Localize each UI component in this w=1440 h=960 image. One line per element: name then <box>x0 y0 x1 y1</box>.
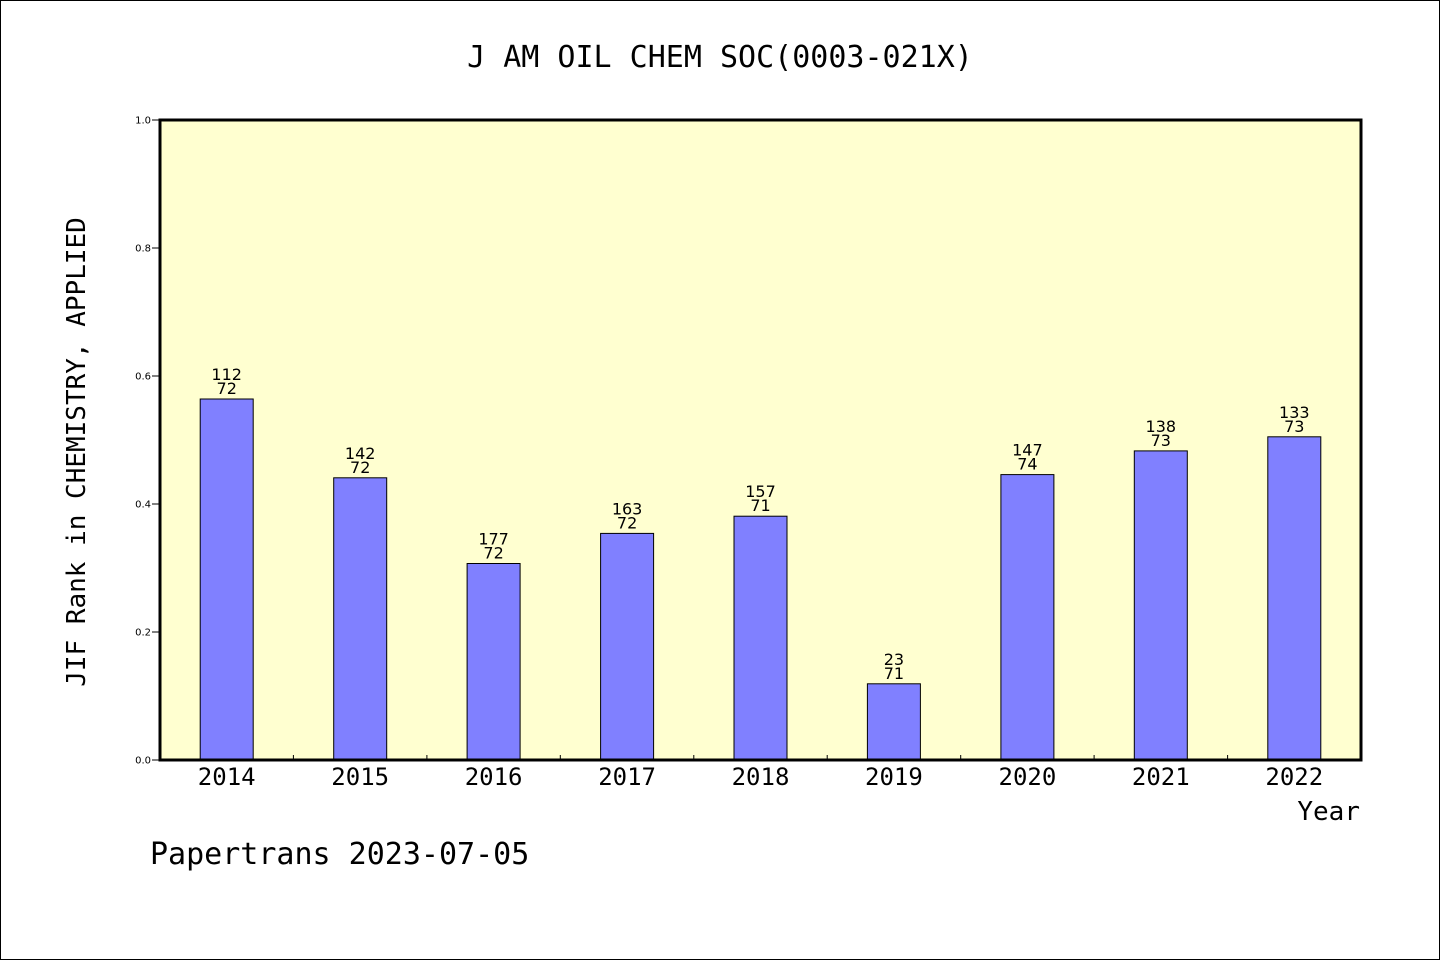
y-tick-label: 0.6 <box>135 372 151 383</box>
x-tick-label-2014: 2014 <box>198 763 256 791</box>
bar-label-rank-2014: 112 <box>211 365 242 384</box>
x-tick-label-2017: 2017 <box>598 763 656 791</box>
bar-2019 <box>866 683 921 761</box>
bar-label-rank-2021: 138 <box>1146 417 1177 436</box>
y-tick-label: 1.0 <box>135 116 151 127</box>
x-tick-label-2020: 2020 <box>999 763 1057 791</box>
bar-label-rank-2016: 177 <box>478 530 509 549</box>
bar-label-total-2017: 72 <box>617 513 637 532</box>
bar-label-total-2015: 72 <box>350 458 370 477</box>
x-tick-label-2016: 2016 <box>465 763 523 791</box>
bar-label-rank-2015: 142 <box>345 444 376 463</box>
bar-label-rank-2020: 147 <box>1012 441 1043 460</box>
x-tick-label-2019: 2019 <box>865 763 923 791</box>
bars <box>199 398 1322 761</box>
bar-label-total-2019: 71 <box>884 664 904 683</box>
bar-labels: 1127214272177721637215771237114774138731… <box>211 365 1309 683</box>
bar-label-total-2016: 72 <box>483 544 503 563</box>
y-axis: 0.0 0.2 0.4 0.6 0.8 1.0 <box>135 116 160 767</box>
bar-2016 <box>466 563 521 761</box>
bar-2017 <box>600 532 655 761</box>
bar-label-total-2014: 72 <box>217 379 237 398</box>
x-axis: 2014 2015 2016 2017 2018 2019 2020 2021 2022 <box>198 755 1323 791</box>
y-axis-label: JIF Rank in CHEMISTRY, APPLIED <box>62 217 92 687</box>
bar-2015 <box>333 477 388 761</box>
bar-label-rank-2019: 23 <box>884 650 904 669</box>
bar-label-rank-2017: 163 <box>612 499 643 518</box>
plot-border <box>158 118 1363 762</box>
bar-2020 <box>1000 474 1055 761</box>
y-tick-label: 0.2 <box>135 628 151 639</box>
bar-label-total-2018: 71 <box>750 496 770 515</box>
x-tick-label-2021: 2021 <box>1132 763 1190 791</box>
bar-label-rank-2022: 133 <box>1279 403 1310 422</box>
footer-text: Papertrans 2023-07-05 <box>150 837 529 872</box>
y-tick-label: 0.0 <box>135 756 151 767</box>
y-tick-label: 0.4 <box>135 500 151 511</box>
bar-2018 <box>733 515 788 761</box>
bar-label-rank-2018: 157 <box>745 482 776 501</box>
bar-2014 <box>199 398 254 761</box>
bar-2021 <box>1133 450 1188 761</box>
bar-2022 <box>1267 436 1322 761</box>
bar-label-total-2021: 73 <box>1151 431 1171 450</box>
y-tick-label: 0.8 <box>135 244 151 255</box>
x-tick-label-2018: 2018 <box>732 763 790 791</box>
x-tick-label-2015: 2015 <box>331 763 389 791</box>
x-tick-label-2022: 2022 <box>1265 763 1323 791</box>
bar-label-total-2022: 73 <box>1284 417 1304 436</box>
bar-label-total-2020: 74 <box>1017 455 1037 474</box>
x-axis-label: Year <box>1297 797 1360 827</box>
chart-title: J AM OIL CHEM SOC(0003-021X) <box>467 40 973 75</box>
